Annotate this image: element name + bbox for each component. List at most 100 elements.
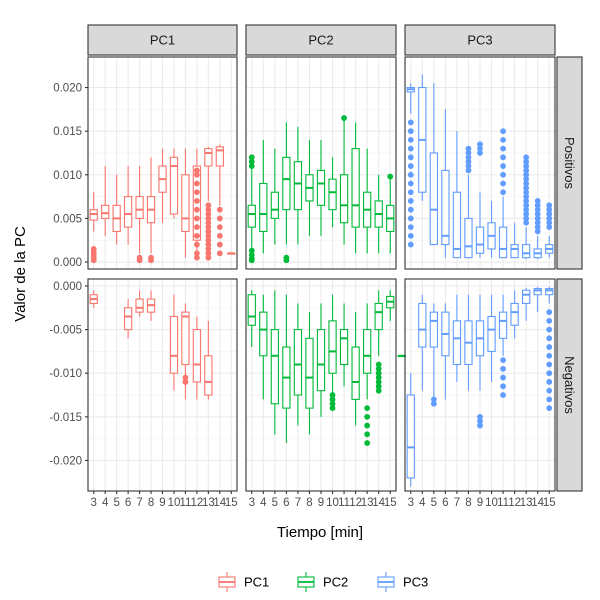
outlier-point <box>523 167 530 174</box>
box-x11 <box>498 294 508 398</box>
strip-PC2: PC2 <box>245 24 397 56</box>
box-iqr <box>339 174 349 224</box>
box-x9 <box>158 148 167 223</box>
strip-background <box>556 56 583 270</box>
outlier-point <box>193 167 200 174</box>
outlier-point <box>523 206 530 213</box>
outlier-point <box>500 154 506 161</box>
outlier-point <box>523 171 530 178</box>
outlier-point <box>329 392 336 398</box>
box-x12 <box>510 222 519 259</box>
box-iqr <box>135 196 144 219</box>
box-x9 <box>316 139 326 236</box>
box-iqr <box>215 146 224 167</box>
outlier-point <box>193 215 200 222</box>
box-x12 <box>351 312 360 426</box>
box-iqr <box>305 337 314 409</box>
outlier-point <box>534 198 541 204</box>
x-tick-label: 8 <box>306 497 312 509</box>
outlier-point <box>500 374 506 381</box>
outlier-point <box>534 211 541 217</box>
outlier-point <box>205 228 212 235</box>
box-iqr <box>247 204 256 228</box>
box-iqr <box>135 298 144 313</box>
box-x14 <box>374 290 383 394</box>
outlier-point <box>364 413 371 420</box>
box-iqr <box>270 191 279 219</box>
outlier-point <box>407 128 414 135</box>
outlier-point <box>329 400 336 407</box>
outlier-point <box>500 365 506 372</box>
outlier-point <box>248 252 255 258</box>
outlier-point <box>205 237 212 244</box>
box-x13 <box>204 146 213 261</box>
x-tick-label: 9 <box>159 497 165 509</box>
box-x4 <box>259 139 268 254</box>
strip-label: PC1 <box>150 33 175 48</box>
x-tick-label: 5 <box>272 497 278 509</box>
strip-background <box>556 278 583 492</box>
outlier-point <box>430 396 437 403</box>
box-x3 <box>89 192 98 264</box>
box-iqr <box>169 315 179 374</box>
outlier-point <box>546 206 553 213</box>
box-iqr <box>498 226 508 259</box>
box-x4 <box>259 294 268 400</box>
box-x5 <box>270 290 279 435</box>
strip-PC3: PC3 <box>404 24 556 56</box>
outlier-point <box>182 374 189 381</box>
outlier-point <box>364 440 371 446</box>
outlier-point <box>364 422 371 429</box>
outlier-point <box>216 250 223 257</box>
outlier-point <box>500 145 506 152</box>
x-tick-label: 4 <box>260 497 267 509</box>
x-tick-label: 4 <box>419 497 426 509</box>
x-tick-label: 10 <box>326 497 339 509</box>
box-x12 <box>192 148 202 261</box>
x-tick-label: 10 <box>485 497 498 509</box>
outlier-point <box>375 387 382 394</box>
boxes-PC3-Positivos <box>406 74 565 260</box>
box-x7 <box>293 126 303 245</box>
outlier-point <box>546 309 553 316</box>
x-tick-label: 3 <box>408 497 414 509</box>
box-iqr <box>406 394 415 479</box>
box-x5 <box>429 83 438 246</box>
outlier-point <box>534 206 541 213</box>
box-x6 <box>123 166 133 245</box>
box-iqr <box>192 329 202 383</box>
legend-label: PC1 <box>244 575 269 590</box>
box-iqr <box>545 288 554 296</box>
x-tick-label: 13 <box>202 497 215 509</box>
outlier-point <box>465 158 472 165</box>
x-tick-label: 12 <box>190 497 203 509</box>
outlier-point <box>193 250 200 257</box>
box-iqr <box>522 289 531 304</box>
box-x10 <box>328 294 337 412</box>
outlier-point <box>477 150 483 156</box>
box-x9 <box>475 294 485 429</box>
outlier-point <box>193 171 200 178</box>
strip-Negativos: Negativos <box>556 278 583 492</box>
outlier-point <box>546 224 553 231</box>
box-x11 <box>181 148 190 258</box>
outlier-point <box>546 326 553 333</box>
outlier-point <box>407 163 414 169</box>
box-iqr <box>316 169 326 206</box>
box-x9 <box>316 303 326 417</box>
outlier-point <box>375 361 382 368</box>
box-x14 <box>374 174 383 254</box>
box-x6 <box>282 294 291 444</box>
outlier-point <box>375 365 382 372</box>
x-tick-label: 12 <box>508 497 521 509</box>
box-x16 <box>397 354 406 358</box>
box-x4 <box>101 166 110 236</box>
x-tick-label: 7 <box>454 497 460 509</box>
strip-background <box>245 24 397 56</box>
outlier-point <box>205 254 212 261</box>
box-x6 <box>282 122 291 264</box>
box-x5 <box>429 303 438 407</box>
outlier-point <box>534 219 541 226</box>
y-axis-title: Valor de la PC <box>12 226 29 322</box>
